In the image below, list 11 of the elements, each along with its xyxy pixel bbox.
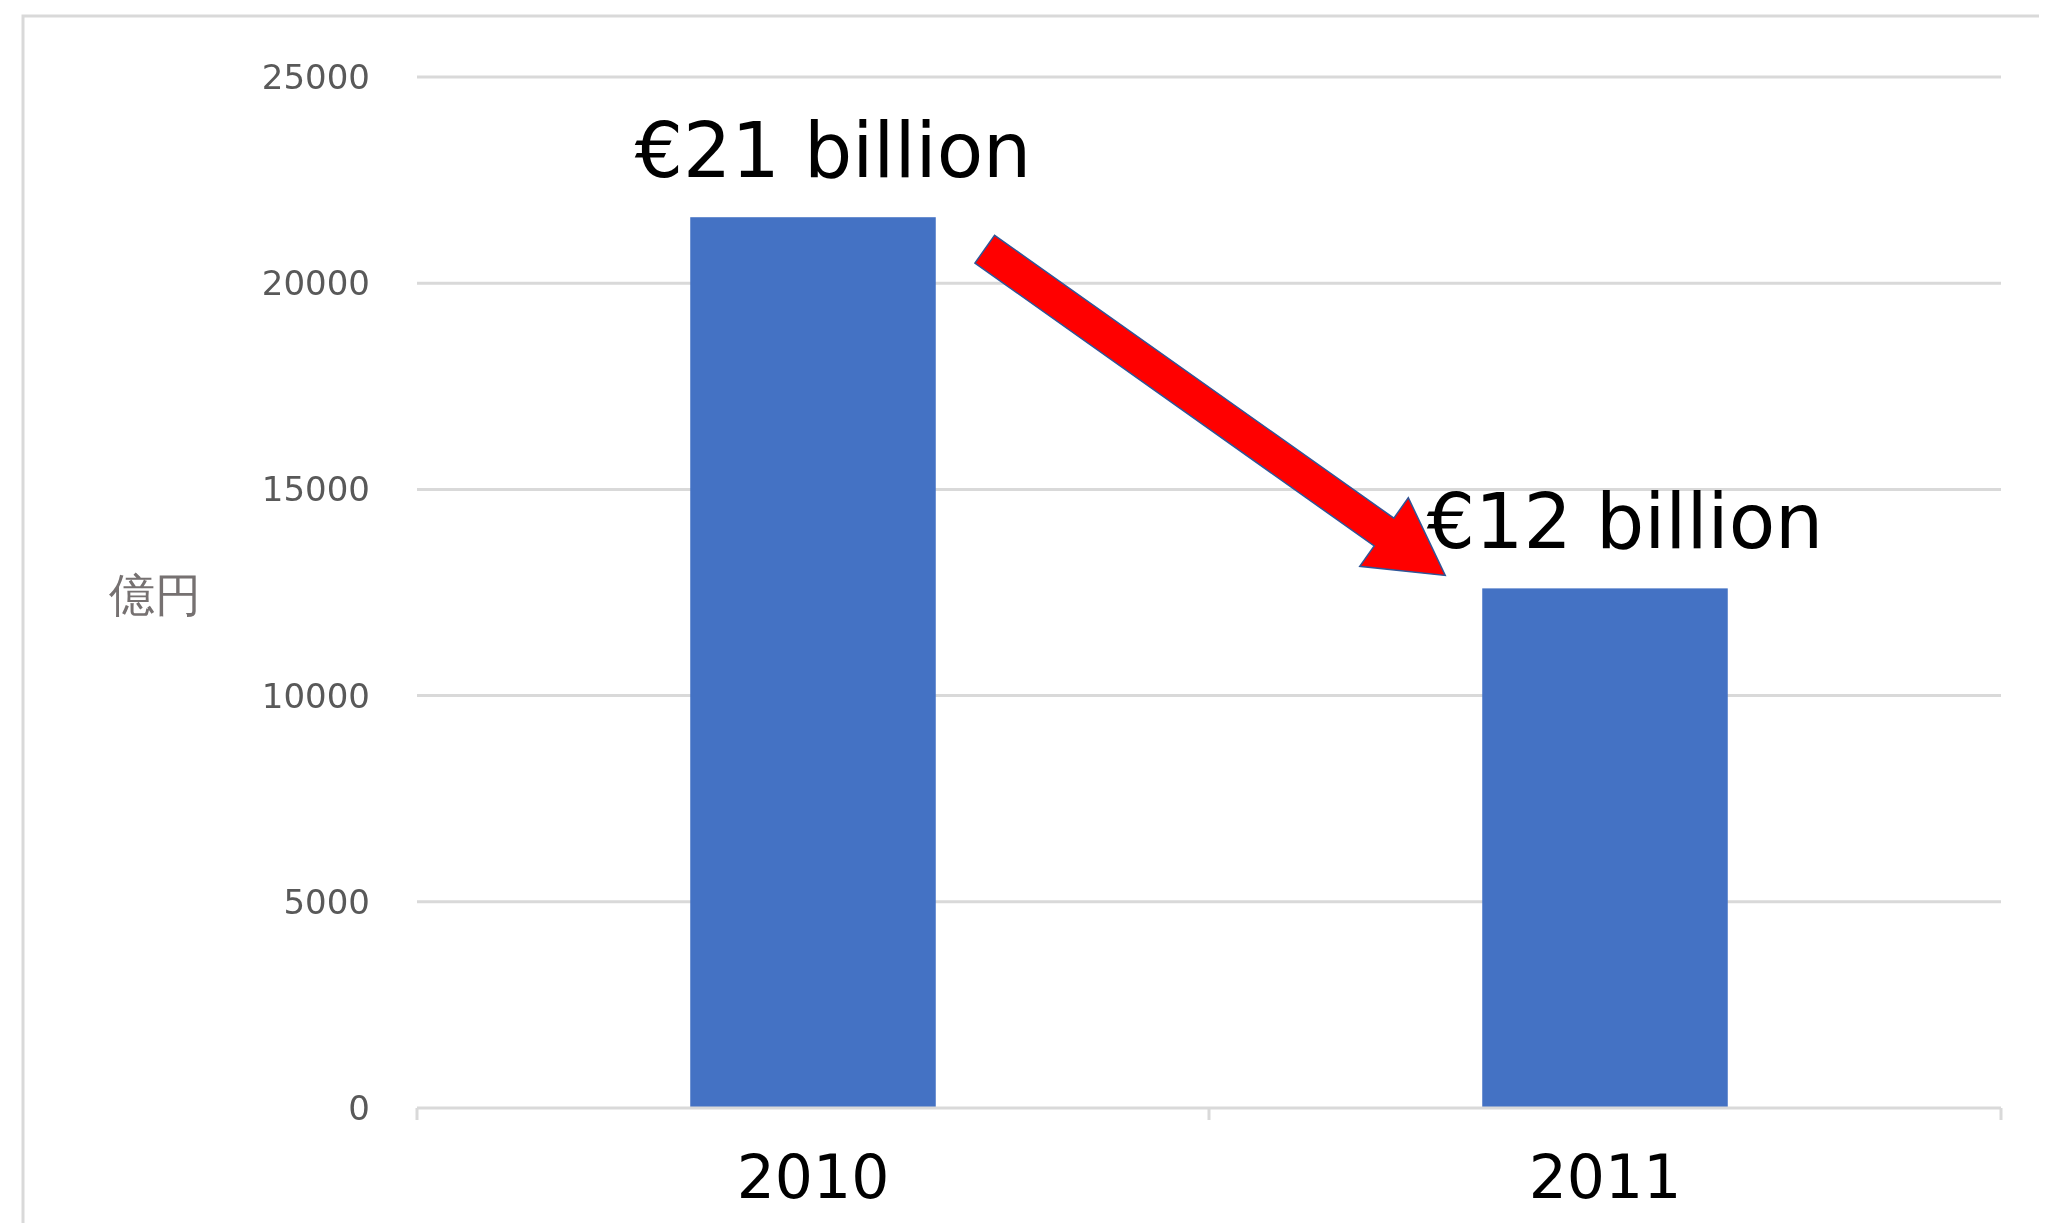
y-tick-label: 25000 (261, 56, 370, 97)
annotation: €21 billion (634, 106, 1032, 196)
x-tick-label: 2011 (1528, 1142, 1682, 1212)
y-tick-label: 15000 (261, 469, 370, 510)
y-tick-label: 20000 (261, 263, 370, 304)
y-tick-label: 5000 (283, 881, 370, 922)
y-tick-label: 0 (348, 1087, 370, 1128)
y-tick-label: 10000 (261, 675, 370, 716)
y-axis-title: 億円 (109, 568, 201, 623)
annotation: €12 billion (1426, 477, 1824, 567)
x-tick-label: 2010 (736, 1142, 890, 1212)
